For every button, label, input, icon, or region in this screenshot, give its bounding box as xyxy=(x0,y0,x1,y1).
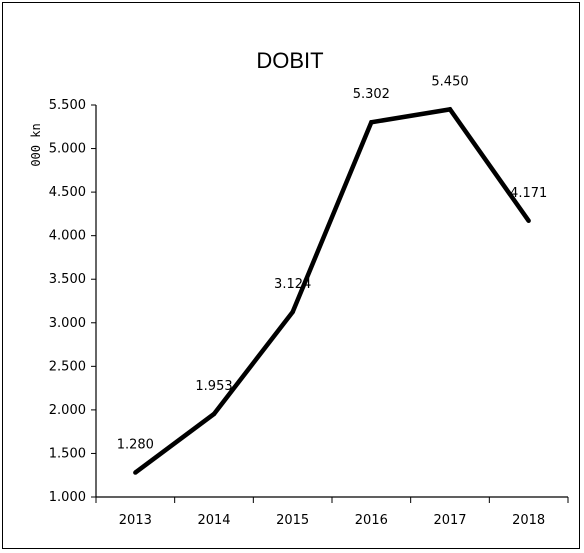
data-point xyxy=(211,411,217,417)
y-tick-label: 4.500 xyxy=(49,185,86,200)
data-point xyxy=(526,218,531,223)
data-label: 5.450 xyxy=(431,74,468,89)
y-tick-label: 5.500 xyxy=(49,98,86,113)
y-tick-label: 2.500 xyxy=(49,359,86,374)
y-tick-label: 1.500 xyxy=(49,446,86,461)
y-axis-label: 000 kn xyxy=(29,123,43,166)
data-point xyxy=(290,309,295,315)
x-tick-label: 2013 xyxy=(119,513,152,528)
y-tick-label: 1.000 xyxy=(49,490,86,505)
data-label: 3.124 xyxy=(274,277,311,292)
y-tick-label: 5.000 xyxy=(49,142,86,157)
data-point xyxy=(133,470,138,475)
series-line xyxy=(133,106,531,475)
data-label: 1.280 xyxy=(117,438,154,453)
x-tick-label: 2015 xyxy=(276,513,309,528)
x-tick-labels: 2013 2014 2015 2016 2017 2018 xyxy=(119,513,545,528)
data-label: 4.171 xyxy=(510,186,547,201)
y-tick-label: 3.000 xyxy=(49,316,86,331)
data-label: 5.302 xyxy=(353,87,390,102)
axes xyxy=(91,104,569,503)
y-tick-label: 2.000 xyxy=(49,403,86,418)
x-tick-label: 2017 xyxy=(433,513,466,528)
x-tick-label: 2018 xyxy=(512,513,545,528)
x-tick-label: 2016 xyxy=(355,513,388,528)
series-group xyxy=(133,106,531,475)
chart-frame xyxy=(2,2,580,549)
y-tick-label: 4.000 xyxy=(49,229,86,244)
data-point xyxy=(447,107,453,112)
chart-title: DOBIT xyxy=(256,48,323,73)
data-label: 1.953 xyxy=(195,379,232,394)
data-labels: 1.280 1.953 3.124 5.302 5.450 4.171 xyxy=(117,74,548,452)
y-tick-label: 3.500 xyxy=(49,272,86,287)
x-tick-label: 2014 xyxy=(197,513,230,528)
data-point xyxy=(369,120,374,125)
y-tick-labels: 1.000 1.500 2.000 2.500 3.000 3.500 4.000 4.500… xyxy=(49,98,86,505)
